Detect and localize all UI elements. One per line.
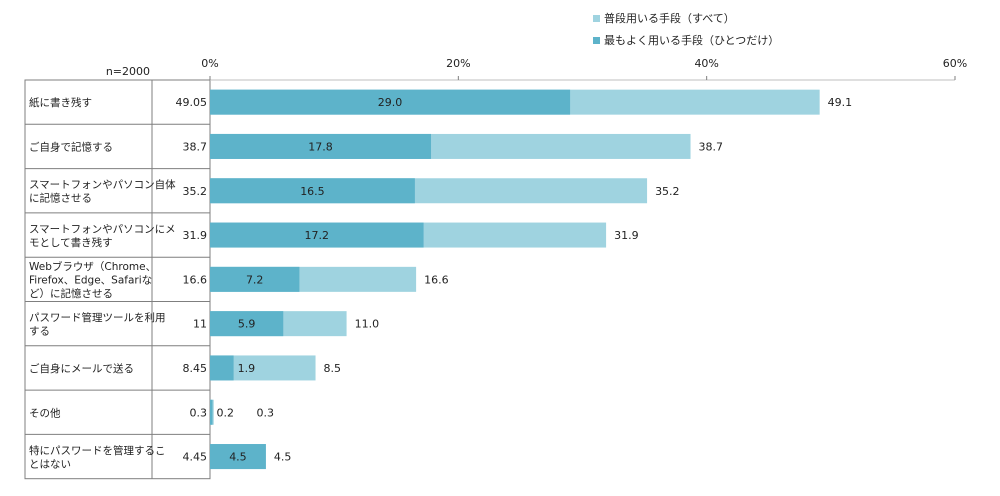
category-label-line: ご自身にメールで送る [29,362,134,375]
data-label-most: 1.9 [238,362,256,375]
table-value: 0.3 [190,406,208,419]
data-label-all: 11.0 [355,318,380,331]
table-value: 11 [193,318,207,331]
category-label: 特にパスワードを管理することはない [29,444,166,471]
data-label-all: 31.9 [614,229,639,242]
bar-most [210,178,415,204]
category-label-line: スマートフォンやパソコン自体 [29,178,176,191]
category-label-line: 特にパスワードを管理するこ [29,444,166,457]
table-value: 35.2 [183,185,208,198]
bar-most [210,222,424,248]
data-label-all: 38.7 [699,140,724,153]
category-label: スマートフォンやパソコンにメモとして書き残す [29,223,176,249]
data-label-most: 17.8 [308,140,333,153]
bar-most [210,311,284,337]
data-label-most: 29.0 [378,96,403,109]
data-label-all: 0.3 [256,406,274,419]
data-label-all: 4.5 [274,451,292,464]
category-label: ご自身にメールで送る [29,362,134,375]
x-tick-label: 40% [694,57,718,70]
category-label-line: モとして書き残す [29,236,113,249]
category-label-line: 紙に書き残す [29,96,92,109]
x-tick-label: 60% [943,57,967,70]
category-label-line: ご自身で記憶する [29,140,113,153]
data-label-all: 35.2 [655,185,680,198]
data-label-most: 4.5 [229,451,247,464]
x-tick-label: 0% [201,57,218,70]
table-value: 38.7 [183,140,208,153]
table-value: 16.6 [183,273,208,286]
legend-label: 普段用いる手段（すべて） [604,11,735,25]
category-label-line: Firefox、Edge、Safariな [29,274,152,286]
bar-most [210,355,234,381]
data-label-all: 16.6 [424,273,449,286]
category-label: Webブラウザ（Chrome、 Firefox、Edge、Safariなど）に記憶… [29,260,156,300]
legend-swatch [593,15,600,22]
bar-most [210,266,300,292]
category-label-line: する [29,325,50,337]
category-label-line: スマートフォンやパソコンにメ [29,223,176,235]
category-label-line: に記憶させる [29,192,92,205]
category-label: 紙に書き残す [29,96,92,109]
table-value: 31.9 [183,229,208,242]
sample-size-label: n=2000 [106,65,150,78]
data-label-all: 49.1 [828,96,853,109]
category-label-line: ど）に記憶させる [29,287,113,300]
category-label-line: パスワード管理ツールを利用 [29,311,166,324]
category-label-line: その他 [29,406,61,419]
table-value: 49.05 [176,96,208,109]
category-label-line: Webブラウザ（Chrome、 [29,260,156,273]
table-value: 8.45 [183,362,208,375]
data-label-most: 0.2 [216,406,234,419]
category-label: ご自身で記憶する [29,140,113,153]
category-label: その他 [29,406,61,419]
bar-most [210,89,571,115]
category-label-line: とはない [29,458,71,470]
data-label-most: 17.2 [305,229,330,242]
legend-swatch [593,37,600,44]
bar-most [210,444,266,470]
data-label-most: 7.2 [246,273,264,286]
data-label-most: 16.5 [300,185,325,198]
x-tick-label: 20% [446,57,470,70]
data-label-all: 8.5 [324,362,342,375]
data-label-most: 5.9 [238,318,256,331]
bar-most [210,399,213,425]
table-value: 4.45 [183,451,208,464]
bar-most [210,133,432,159]
legend-label: 最もよく用いる手段（ひとつだけ） [604,33,779,47]
category-label: スマートフォンやパソコン自体に記憶させる [29,178,176,205]
category-label: パスワード管理ツールを利用する [29,311,166,338]
